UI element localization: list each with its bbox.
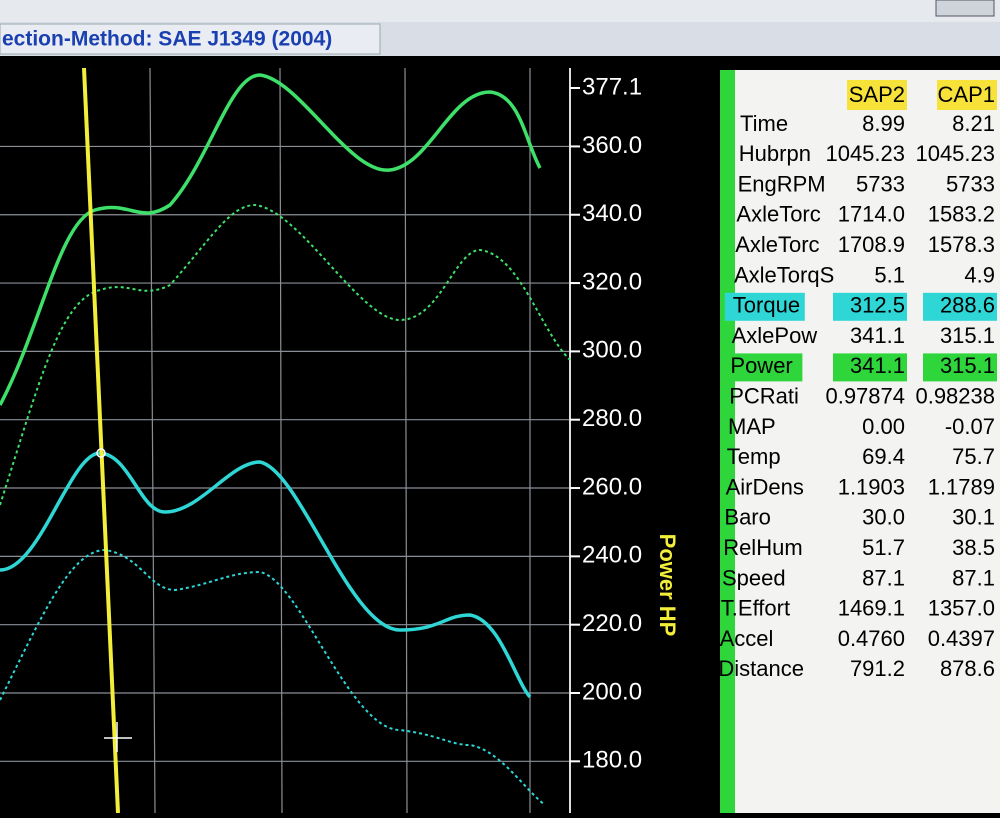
row-value: 38.5 (952, 535, 995, 560)
row-value: 288.6 (940, 293, 995, 318)
row-value: 69.4 (862, 444, 905, 469)
y-tick-label: 200.0 (582, 678, 642, 705)
vertical-grid (149, 67, 531, 814)
separator-bar (720, 70, 735, 813)
window-bar (0, 0, 1000, 22)
row-value: 8.21 (952, 111, 995, 136)
row-label: AxleTorqS (734, 262, 834, 287)
row-label: EngRPM (738, 171, 826, 196)
row-value: 5733 (946, 171, 995, 196)
row-label: AxleTorc (736, 202, 820, 227)
row-value: 87.1 (862, 565, 905, 590)
row-label: PCRati (729, 384, 799, 409)
row-label: T.Effort (721, 596, 790, 621)
mouse-pointer (104, 722, 132, 752)
y-tick-label: 240.0 (582, 542, 642, 569)
row-value: 312.5 (850, 293, 905, 318)
row-value: 0.4397 (928, 626, 995, 651)
row-value: 341.1 (850, 353, 905, 378)
row-value: 1578.3 (928, 232, 995, 257)
row-label: RelHum (723, 535, 802, 560)
row-value: 1045.23 (825, 141, 905, 166)
header-bg (847, 80, 907, 110)
row-value: 51.7 (862, 535, 905, 560)
power-curve-cap1 (0, 203, 571, 506)
row-highlight (833, 292, 907, 321)
row-label: AxlePow (732, 323, 818, 348)
row-value: 0.97874 (825, 384, 905, 409)
row-highlight (923, 353, 997, 382)
column-header: SAP2 (849, 82, 905, 107)
title-text: ection-Method: SAE J1349 (2004) (2, 28, 332, 51)
data-table: SAP2 CAP1 Time 8.99 8.21 Hubrpn 1045.23 1045.23… (718, 80, 997, 681)
row-value: 5733 (856, 171, 905, 196)
y-tick-label: 180.0 (582, 747, 642, 774)
row-value: 0.4760 (838, 626, 905, 651)
y-tick-label: 320.0 (582, 268, 642, 295)
row-label: Distance (718, 656, 804, 681)
row-highlight (833, 353, 907, 382)
row-value: -0.07 (945, 414, 995, 439)
y-tick-label: 360.0 (582, 132, 642, 159)
row-label: Torque (733, 293, 800, 318)
row-value: 4.9 (964, 262, 995, 287)
y-tick-label: 377.1 (582, 73, 642, 100)
row-value: 1469.1 (838, 596, 905, 621)
row-value: 1708.9 (838, 232, 905, 257)
row-value: 75.7 (952, 444, 995, 469)
power-curve-sap2 (0, 73, 542, 406)
row-value: 878.6 (940, 656, 995, 681)
row-value: 1.1789 (928, 474, 995, 499)
row-value: 0.00 (862, 414, 905, 439)
row-value: 341.1 (850, 323, 905, 348)
row-value: 1357.0 (928, 596, 995, 621)
graph-area (0, 56, 720, 813)
axis-label: Power HP (655, 534, 680, 637)
row-label: Speed (722, 565, 786, 590)
y-tick-label: 260.0 (582, 473, 642, 500)
row-value: 315.1 (940, 323, 995, 348)
cursor-point (96, 448, 106, 458)
row-highlight (722, 353, 803, 382)
row-label: Power (730, 353, 792, 378)
horizontal-grid (0, 145, 570, 762)
header-bg (937, 80, 997, 110)
data-panel (735, 70, 1000, 813)
row-value: 315.1 (940, 353, 995, 378)
row-value: 1.1903 (838, 474, 905, 499)
row-highlight (724, 292, 805, 321)
row-value: 30.1 (952, 505, 995, 530)
curves (0, 73, 571, 806)
row-value: 5.1 (874, 262, 905, 287)
row-value: 87.1 (952, 565, 995, 590)
row-label: Hubrpn (739, 141, 811, 166)
row-value: 1583.2 (928, 202, 995, 227)
row-label: Accel (720, 626, 774, 651)
row-label: AirDens (726, 474, 804, 499)
row-value: 1045.23 (915, 141, 995, 166)
row-value: 1714.0 (838, 202, 905, 227)
row-value: 8.99 (862, 111, 905, 136)
y-tick-label: 300.0 (582, 337, 642, 364)
row-value: 30.0 (862, 505, 905, 530)
column-header: CAP1 (938, 82, 995, 107)
window-buttons[interactable] (935, 0, 995, 17)
row-label: Baro (724, 505, 770, 530)
row-highlight (923, 292, 997, 321)
y-tick-label: 280.0 (582, 405, 642, 432)
y-tick-label: 340.0 (582, 200, 642, 227)
y-ticks: 377.1 360.0 340.0 320.0 300.0 280.0 260.0 240.0… (570, 73, 642, 774)
row-value: 0.98238 (915, 384, 995, 409)
row-value: 791.2 (850, 656, 905, 681)
torque-curve-sap2 (0, 451, 532, 699)
title-box (0, 23, 381, 55)
cursor-line[interactable] (82, 67, 120, 814)
row-label: Time (740, 111, 788, 136)
row-label: MAP (728, 414, 776, 439)
row-label: Temp (727, 444, 781, 469)
row-label: AxleTorc (735, 232, 819, 257)
y-tick-label: 220.0 (582, 610, 642, 637)
